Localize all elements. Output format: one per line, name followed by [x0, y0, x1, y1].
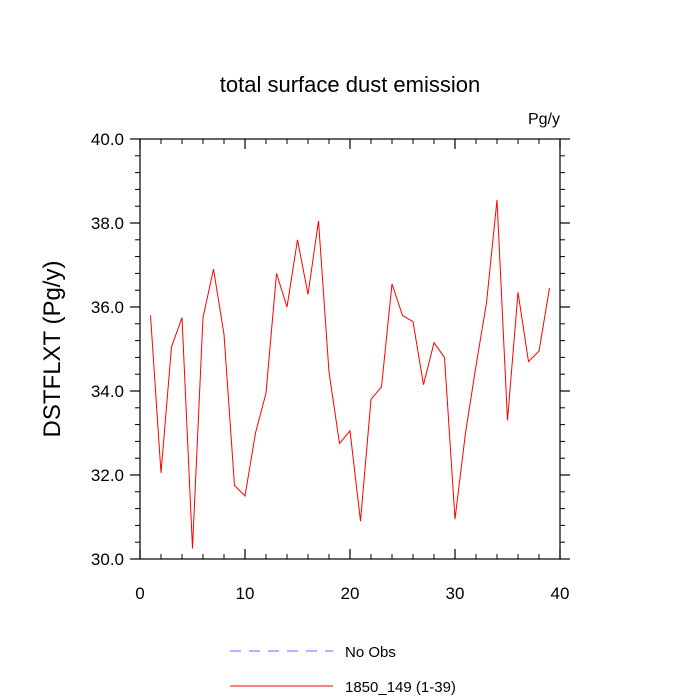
y-tick-label: 32.0 [91, 466, 124, 485]
legend-label-1: 1850_149 (1-39) [345, 679, 456, 696]
x-tick-label: 20 [341, 584, 360, 603]
y-tick-label: 30.0 [91, 550, 124, 569]
y-tick-label: 38.0 [91, 214, 124, 233]
x-tick-label: 0 [135, 584, 144, 603]
axes: 0 10 20 30 40 30.0 32.0 34.0 36.0 38.0 40.0 [91, 130, 570, 603]
plot-lines [150, 199, 550, 549]
legend-label-0: No Obs [345, 644, 396, 661]
y-axis-label: DSTFLXT (Pg/y) [39, 261, 66, 438]
chart-title: total surface dust emission [220, 72, 480, 97]
plot-frame [139, 138, 561, 560]
y-tick-label: 40.0 [91, 130, 124, 149]
y-tick-label: 36.0 [91, 298, 124, 317]
series-line-1 [150, 199, 550, 549]
legend: No Obs 1850_149 (1-39) [230, 644, 456, 696]
x-tick-label: 30 [446, 584, 465, 603]
units-label: Pg/y [528, 111, 560, 128]
x-tick-label: 10 [236, 584, 255, 603]
y-tick-label: 34.0 [91, 382, 124, 401]
x-tick-label: 40 [551, 584, 570, 603]
